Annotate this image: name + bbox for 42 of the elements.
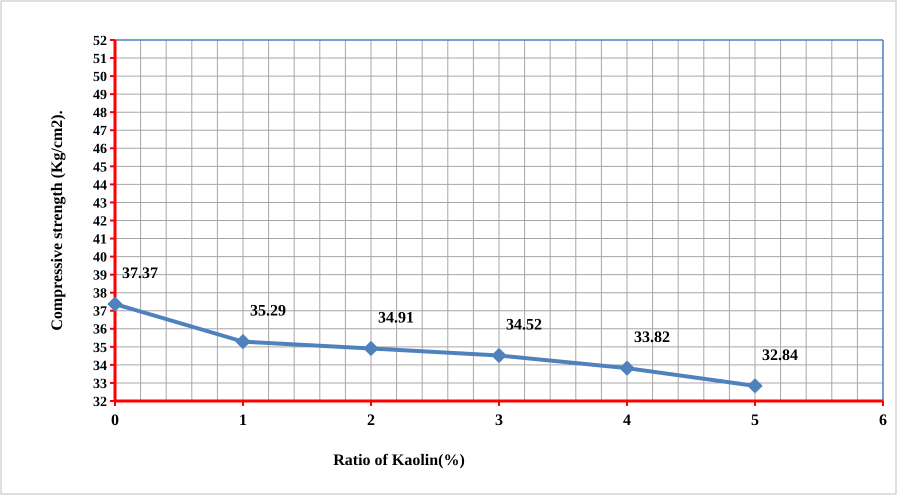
- y-tick-label: 41: [93, 232, 107, 248]
- y-tick-label: 52: [93, 34, 107, 49]
- y-tick-label: 38: [93, 286, 107, 302]
- y-tick-label: 43: [93, 196, 107, 212]
- y-tick-label: 51: [93, 52, 107, 67]
- y-tick-label: 42: [93, 214, 107, 230]
- x-tick-label: 2: [367, 412, 375, 429]
- point: [364, 340, 378, 356]
- point: [108, 296, 122, 312]
- y-tick-label: 45: [93, 160, 107, 176]
- point: [492, 348, 506, 364]
- y-tick-label: 50: [93, 70, 107, 85]
- data-label: 34.91: [378, 309, 414, 326]
- y-tick-label: 33: [93, 376, 107, 392]
- x-tick-label: 6: [879, 412, 887, 429]
- data-label: 35.29: [250, 302, 286, 320]
- x-tick-label: 3: [495, 412, 503, 429]
- x-tick-label: 5: [751, 412, 759, 429]
- y-tick-label: 44: [93, 178, 107, 194]
- y-tick-label: 35: [93, 340, 107, 356]
- y-tick-label: 47: [93, 124, 107, 140]
- y-tick-label: 40: [93, 250, 107, 266]
- y-tick-label: 48: [93, 106, 107, 122]
- point: [236, 334, 250, 350]
- y-axis-title: Compressive strength (Kg/cm2).: [49, 110, 66, 331]
- y-tick-label: 46: [93, 142, 107, 158]
- x-tick-label: 0: [111, 412, 119, 429]
- y-tick-label: 49: [93, 88, 107, 104]
- data-label: 37.37: [122, 265, 158, 282]
- point: [620, 360, 634, 376]
- y-tick-label: 32: [93, 394, 107, 410]
- x-axis-title: Ratio of Kaolin(%): [333, 452, 465, 469]
- data-label: 33.82: [634, 329, 670, 346]
- y-tick-label: 34: [93, 358, 107, 374]
- y-tick-label: 37: [93, 304, 107, 320]
- x-tick-label: 4: [623, 412, 631, 429]
- point: [748, 378, 762, 394]
- data-label: 32.84: [762, 346, 798, 364]
- x-tick-label: 1: [239, 412, 247, 429]
- y-tick-label: 36: [93, 322, 107, 338]
- data-label: 34.52: [506, 316, 542, 334]
- y-tick-label: 39: [93, 268, 107, 284]
